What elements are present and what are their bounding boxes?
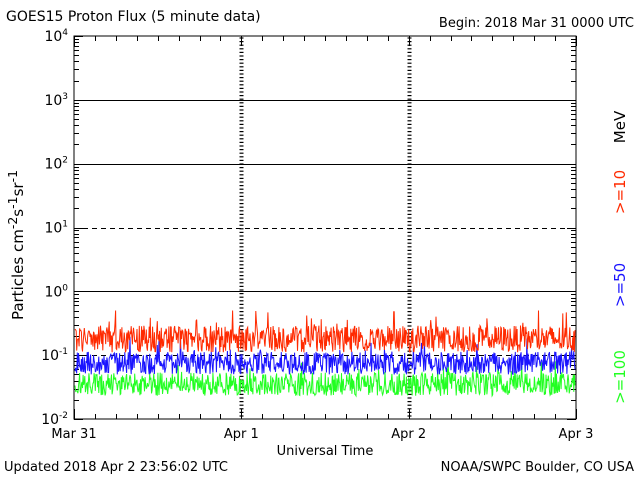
y-tick-label: 102 xyxy=(44,156,68,173)
x-tick-label: Apr 3 xyxy=(559,427,594,442)
y-axis-label: Particles cm-2s-1sr-1 xyxy=(5,169,27,321)
updated-timestamp: Updated 2018 Apr 2 23:56:02 UTC xyxy=(4,460,228,475)
legend-ge10: >=10 xyxy=(611,169,629,215)
x-tick-label: Mar 31 xyxy=(51,427,96,442)
x-tick-label: Apr 2 xyxy=(391,427,426,442)
series-line-ge100 xyxy=(74,361,576,398)
y-tick-label: 103 xyxy=(44,92,68,109)
y-tick-label: 10-2 xyxy=(41,411,68,428)
y-tick-label: 101 xyxy=(44,220,68,237)
legend-ge100: >=100 xyxy=(611,350,629,404)
x-tick-label: Apr 1 xyxy=(224,427,259,442)
series-line-ge10 xyxy=(74,310,576,354)
chart-title: GOES15 Proton Flux (5 minute data) xyxy=(6,9,261,25)
begin-time: Begin: 2018 Mar 31 0000 UTC xyxy=(438,16,634,31)
legend-ge50: >=50 xyxy=(611,262,629,308)
y-tick-label: 10-1 xyxy=(41,347,68,364)
credit-text: NOAA/SWPC Boulder, CO USA xyxy=(440,460,634,475)
y-tick-label: 100 xyxy=(44,283,68,300)
y-tick-label: 104 xyxy=(44,28,68,45)
series-line-ge50 xyxy=(74,336,576,376)
legend-unit: MeV xyxy=(611,110,629,144)
x-axis-label: Universal Time xyxy=(277,444,374,459)
